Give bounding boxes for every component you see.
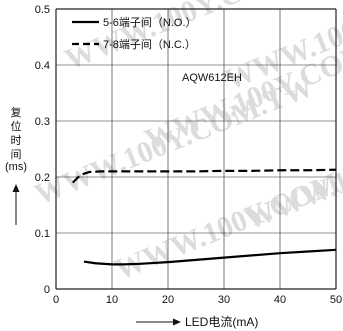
x-tick-label: 50: [330, 294, 342, 306]
legend-label-1: 5-6端子间（N.O.）: [103, 16, 197, 29]
x-tick-labels: 0 10 20 30 40 50: [53, 294, 342, 306]
series-line-1: [83, 248, 337, 266]
x-axis-label-group: LED电流(mA): [136, 315, 258, 329]
legend: 5-6端子间（N.O.） 7-8端子间（N.C.）: [72, 16, 197, 51]
y-axis-label-unit: (ms): [5, 161, 27, 173]
y-tick-label: 0.4: [35, 60, 50, 72]
y-axis-label-char: 时: [11, 134, 22, 147]
y-axis-label-char: 复: [11, 105, 22, 119]
y-tick-label: 0.2: [35, 172, 50, 184]
series-line-2: [72, 168, 337, 184]
y-tick-label: 0.3: [35, 116, 50, 128]
y-tick-label: 0.1: [35, 228, 50, 240]
series-layer: [72, 168, 337, 266]
x-axis-label: LED电流(mA): [185, 315, 258, 329]
gridlines: [55, 8, 337, 290]
legend-label-2: 7-8端子间（N.C.）: [103, 38, 196, 51]
x-tick-label: 20: [162, 294, 174, 306]
y-arrow-head: [12, 184, 20, 192]
x-tick-label: 40: [274, 294, 286, 306]
y-tick-label: 0: [44, 284, 50, 296]
x-arrow-head: [173, 318, 181, 326]
y-axis-label-char: 间: [11, 148, 22, 161]
x-tick-label: 10: [106, 294, 118, 306]
y-tick-labels: 0 0.1 0.2 0.3 0.4 0.5: [35, 4, 50, 296]
y-tick-label: 0.5: [35, 4, 50, 16]
x-tick-label: 0: [53, 294, 59, 306]
x-tick-label: 30: [218, 294, 230, 306]
y-axis-label-char: 位: [11, 119, 22, 133]
model-annotation: AQW612EH: [182, 72, 242, 84]
